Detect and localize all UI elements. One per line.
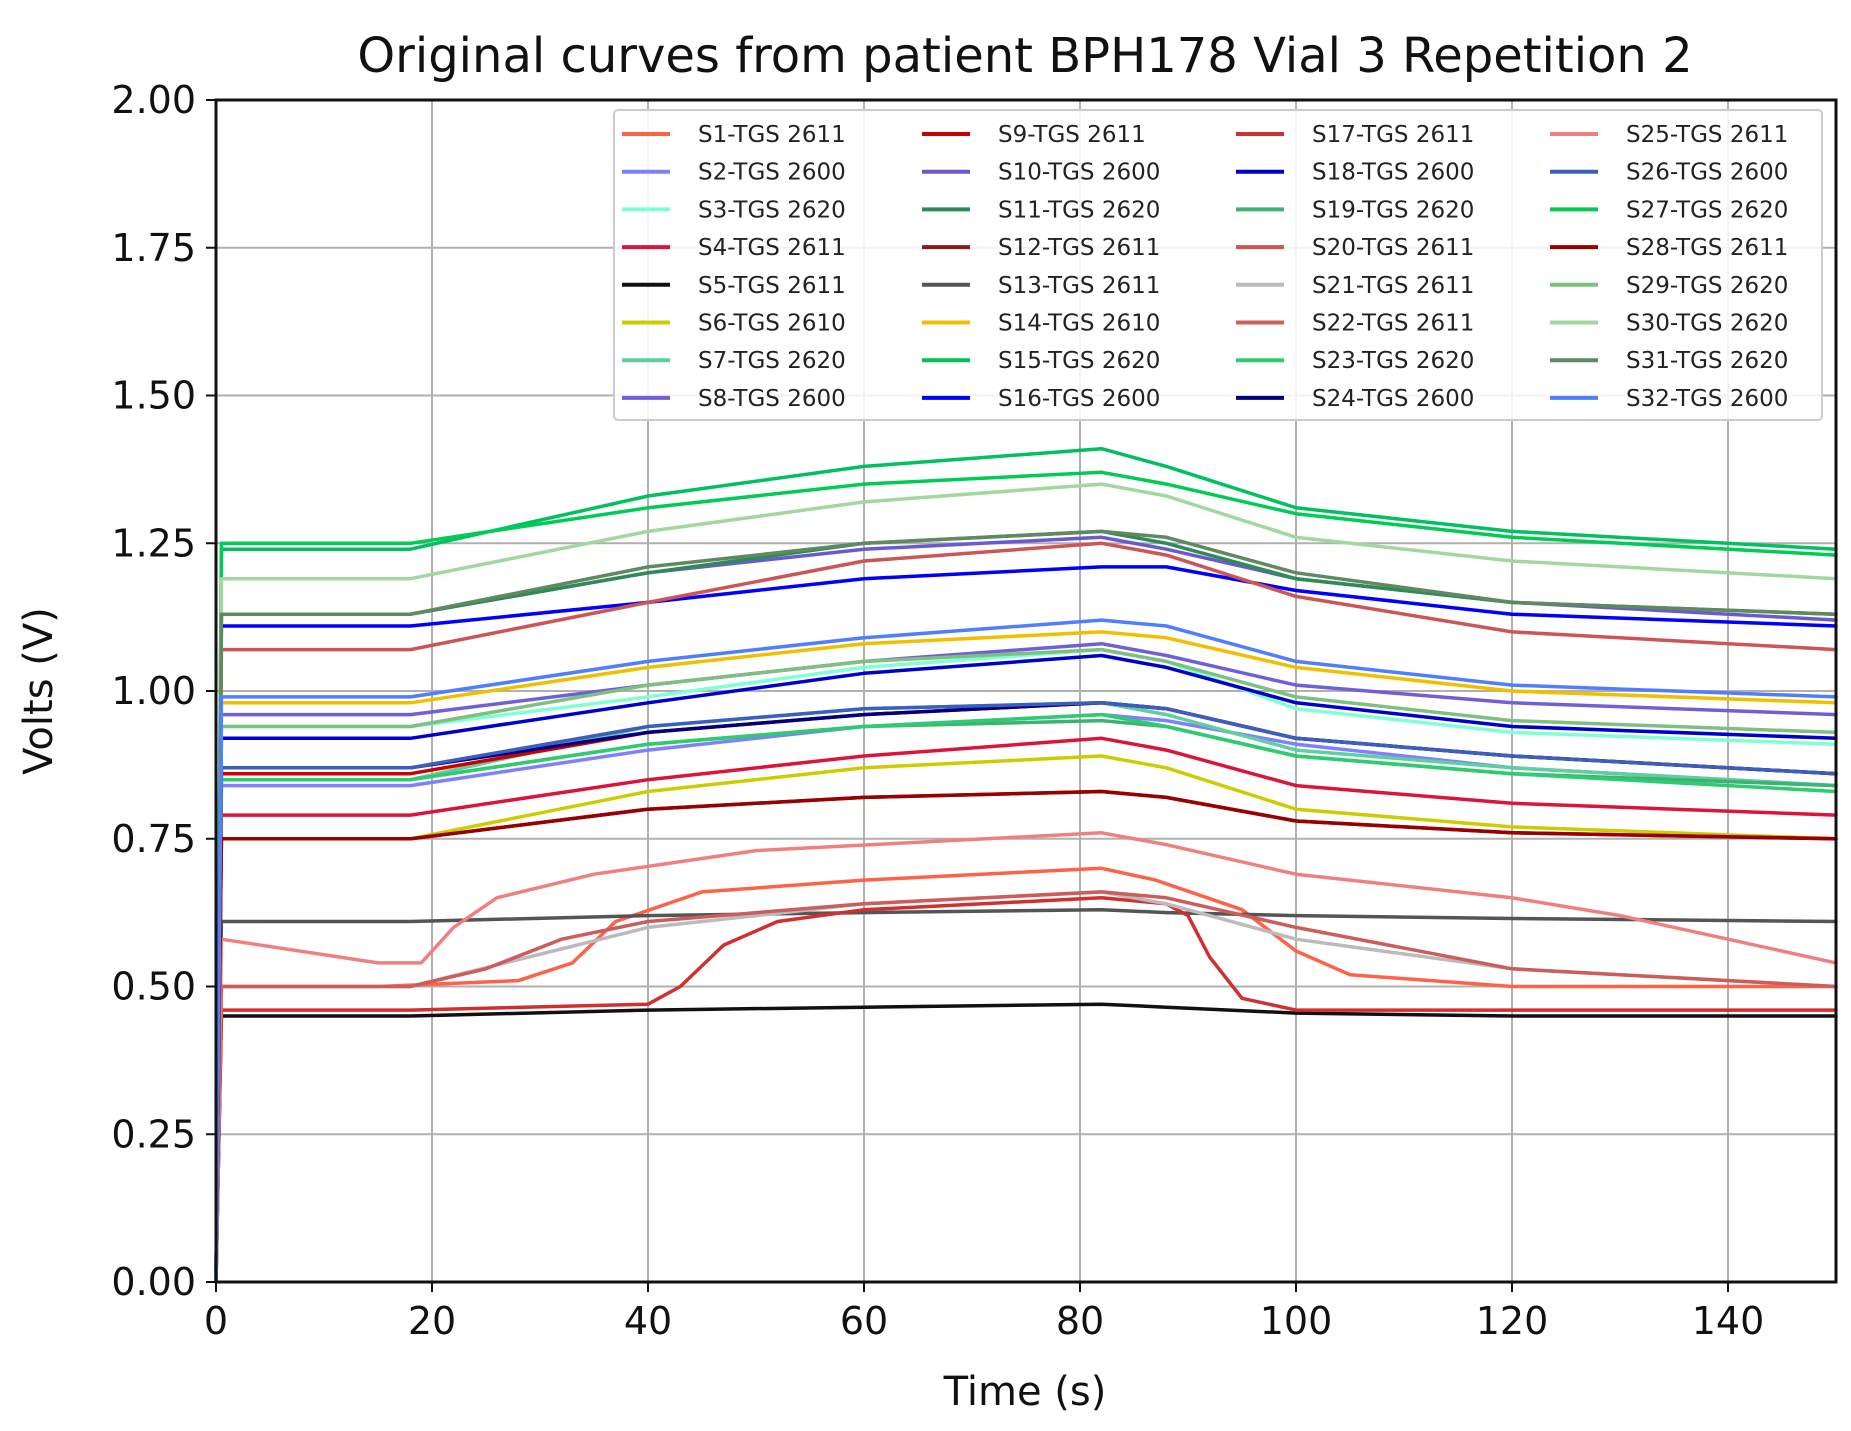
series-line: [214, 618, 1838, 1284]
legend-label: S16-TGS 2600: [998, 386, 1160, 412]
legend-label: S5-TGS 2611: [698, 273, 846, 299]
series-line: [214, 541, 1838, 1284]
legend-label: S27-TGS 2620: [1626, 197, 1788, 223]
legend-label: S4-TGS 2611: [698, 235, 846, 261]
x-tick-label: 80: [1056, 1299, 1104, 1343]
y-tick-label: 0.75: [111, 817, 196, 861]
x-tick-label: 120: [1476, 1299, 1549, 1343]
legend-label: S18-TGS 2600: [1312, 160, 1474, 186]
legend-label: S26-TGS 2600: [1626, 160, 1788, 186]
legend-label: S32-TGS 2600: [1626, 386, 1788, 412]
legend-label: S19-TGS 2620: [1312, 197, 1474, 223]
legend-label: S7-TGS 2620: [698, 348, 846, 374]
y-tick-label: 2.00: [111, 78, 196, 122]
series-layer: [214, 446, 1838, 1284]
legend-label: S17-TGS 2611: [1312, 122, 1474, 148]
legend-label: S25-TGS 2611: [1626, 122, 1788, 148]
x-tick-label: 0: [204, 1299, 228, 1343]
x-tick-label: 140: [1692, 1299, 1765, 1343]
y-tick-label: 0.25: [111, 1112, 196, 1156]
series-line: [214, 789, 1838, 1284]
y-tick-label: 0.00: [111, 1260, 196, 1304]
legend: S1-TGS 2611 S2-TGS 2600 S3-TGS 2620 S4-TGS …: [613, 109, 1823, 421]
chart-title: Original curves from patient BPH178 Vial…: [357, 28, 1692, 84]
legend-label: S23-TGS 2620: [1312, 348, 1474, 374]
legend-label: S24-TGS 2600: [1312, 386, 1474, 412]
series-line: [214, 907, 1838, 1284]
legend-label: S22-TGS 2611: [1312, 311, 1474, 337]
series-line: [214, 1002, 1838, 1284]
legend-label: S10-TGS 2600: [998, 160, 1160, 186]
legend-label: S3-TGS 2620: [698, 197, 846, 223]
series-line: [214, 736, 1838, 1284]
y-tick-label: 1.75: [111, 226, 196, 270]
x-tick-label: 20: [408, 1299, 456, 1343]
series-line: [214, 641, 1838, 1284]
legend-label: S2-TGS 2600: [698, 160, 846, 186]
legend-label: S15-TGS 2620: [998, 348, 1160, 374]
series-line: [214, 653, 1838, 1284]
series-line: [214, 470, 1838, 1284]
legend-label: S12-TGS 2611: [998, 235, 1160, 261]
legend-label: S9-TGS 2611: [998, 122, 1146, 148]
series-line: [214, 831, 1838, 1284]
legend-label: S29-TGS 2620: [1626, 273, 1788, 299]
y-tick-label: 0.50: [111, 965, 196, 1009]
x-axis: 0 20 40 60 80 100 120 140: [204, 1282, 1764, 1343]
legend-label: S8-TGS 2600: [698, 386, 846, 412]
series-line: [214, 701, 1838, 1284]
legend-box: [613, 109, 1823, 421]
x-axis-label: Time (s): [943, 1369, 1107, 1415]
y-axis-label: Volts (V): [16, 607, 62, 775]
legend-label: S20-TGS 2611: [1312, 235, 1474, 261]
legend-label: S30-TGS 2620: [1626, 311, 1788, 337]
series-line: [214, 446, 1838, 1284]
series-line: [214, 890, 1838, 1284]
series-line: [214, 630, 1838, 1284]
y-tick-label: 1.50: [111, 374, 196, 418]
legend-label: S13-TGS 2611: [998, 273, 1160, 299]
series-line: [214, 712, 1838, 1284]
y-tick-label: 1.25: [111, 521, 196, 565]
legend-label: S6-TGS 2610: [698, 311, 846, 337]
x-tick-label: 60: [840, 1299, 888, 1343]
legend-label: S1-TGS 2611: [698, 122, 846, 148]
y-tick-label: 1.00: [111, 669, 196, 713]
series-line: [214, 565, 1838, 1284]
x-tick-label: 40: [624, 1299, 672, 1343]
legend-label: S21-TGS 2611: [1312, 273, 1474, 299]
legend-label: S28-TGS 2611: [1626, 235, 1788, 261]
series-line: [214, 529, 1838, 1284]
y-axis: 0.00 0.25 0.50 0.75 1.00 1.25 1.50 1.75 2.00: [111, 78, 216, 1304]
series-line: [214, 647, 1838, 1284]
series-line: [214, 482, 1838, 1284]
series-line: [214, 896, 1838, 1284]
legend-label: S14-TGS 2610: [998, 311, 1160, 337]
x-tick-label: 100: [1260, 1299, 1333, 1343]
legend-label: S11-TGS 2620: [998, 197, 1160, 223]
legend-label: S31-TGS 2620: [1626, 348, 1788, 374]
